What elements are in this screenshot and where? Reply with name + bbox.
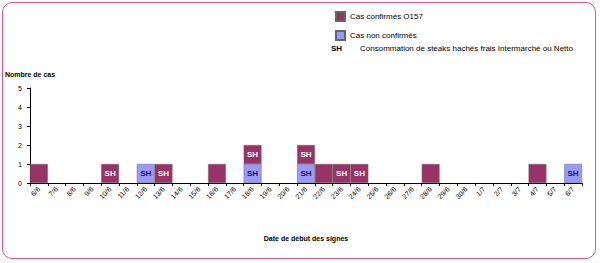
svg-text:13/6: 13/6 bbox=[151, 185, 166, 200]
svg-text:SH: SH bbox=[568, 169, 579, 178]
svg-text:Date de début des signes: Date de début des signes bbox=[264, 235, 349, 243]
svg-text:25/6: 25/6 bbox=[365, 185, 380, 200]
svg-text:SH: SH bbox=[300, 150, 311, 159]
svg-text:SH: SH bbox=[105, 169, 116, 178]
svg-text:SH: SH bbox=[300, 169, 311, 178]
svg-text:2: 2 bbox=[18, 142, 22, 149]
svg-text:SH: SH bbox=[158, 169, 169, 178]
svg-text:Nombre de cas: Nombre de cas bbox=[5, 71, 55, 78]
svg-text:17/6: 17/6 bbox=[223, 185, 238, 200]
svg-text:Cas non confirmés: Cas non confirmés bbox=[350, 31, 417, 40]
svg-text:12/6: 12/6 bbox=[134, 185, 149, 200]
svg-text:14/6: 14/6 bbox=[169, 185, 184, 200]
svg-text:21/6: 21/6 bbox=[294, 185, 309, 200]
svg-text:10/6: 10/6 bbox=[98, 185, 113, 200]
svg-text:1: 1 bbox=[18, 161, 22, 168]
svg-text:3: 3 bbox=[18, 123, 22, 130]
svg-text:5/7: 5/7 bbox=[546, 185, 558, 197]
svg-text:4/7: 4/7 bbox=[528, 185, 540, 197]
svg-text:Cas confirmés O157: Cas confirmés O157 bbox=[350, 12, 423, 21]
svg-text:11/6: 11/6 bbox=[116, 185, 130, 199]
svg-text:5: 5 bbox=[18, 85, 22, 92]
svg-text:29/6: 29/6 bbox=[436, 185, 451, 200]
svg-text:2/7: 2/7 bbox=[493, 185, 505, 197]
svg-text:SH: SH bbox=[247, 169, 258, 178]
svg-text:Consommation de steaks hachés: Consommation de steaks hachés frais Inte… bbox=[360, 44, 574, 53]
svg-text:SH: SH bbox=[331, 44, 342, 53]
svg-text:22/6: 22/6 bbox=[312, 185, 327, 200]
svg-text:18/6: 18/6 bbox=[240, 185, 255, 200]
svg-text:3/7: 3/7 bbox=[510, 185, 522, 197]
svg-text:SH: SH bbox=[336, 169, 347, 178]
svg-text:SH: SH bbox=[140, 169, 151, 178]
svg-text:4: 4 bbox=[18, 104, 22, 111]
svg-text:27/6: 27/6 bbox=[401, 185, 416, 200]
svg-text:0: 0 bbox=[18, 180, 22, 187]
svg-text:SH: SH bbox=[247, 150, 258, 159]
svg-text:6/7: 6/7 bbox=[564, 185, 576, 197]
svg-text:19/6: 19/6 bbox=[258, 185, 273, 200]
svg-text:9/6: 9/6 bbox=[83, 185, 95, 197]
svg-text:20/6: 20/6 bbox=[276, 185, 291, 200]
svg-text:8/6: 8/6 bbox=[65, 185, 77, 197]
svg-text:30/6: 30/6 bbox=[454, 185, 469, 200]
svg-text:1/7: 1/7 bbox=[475, 185, 487, 197]
svg-text:24/6: 24/6 bbox=[347, 185, 362, 200]
svg-text:28/6: 28/6 bbox=[419, 185, 434, 200]
svg-text:26/6: 26/6 bbox=[383, 185, 398, 200]
svg-text:23/6: 23/6 bbox=[330, 185, 345, 200]
svg-text:7/6: 7/6 bbox=[47, 185, 59, 197]
svg-text:6/6: 6/6 bbox=[30, 185, 42, 197]
svg-text:SH: SH bbox=[354, 169, 365, 178]
svg-text:16/6: 16/6 bbox=[205, 185, 220, 200]
svg-text:15/6: 15/6 bbox=[187, 185, 202, 200]
